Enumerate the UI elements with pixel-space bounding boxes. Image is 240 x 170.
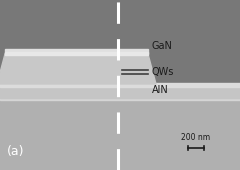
Text: AlN: AlN — [152, 85, 169, 95]
Bar — [0, 98, 240, 170]
Text: 200 nm: 200 nm — [181, 133, 210, 142]
Bar — [5, 52, 148, 55]
Text: GaN: GaN — [152, 41, 173, 51]
Bar — [0, 83, 240, 87]
Polygon shape — [5, 49, 148, 54]
Text: (a): (a) — [7, 145, 24, 158]
Bar — [0, 95, 240, 100]
Bar — [0, 84, 240, 98]
Text: QWs: QWs — [152, 67, 174, 77]
Polygon shape — [0, 54, 156, 84]
